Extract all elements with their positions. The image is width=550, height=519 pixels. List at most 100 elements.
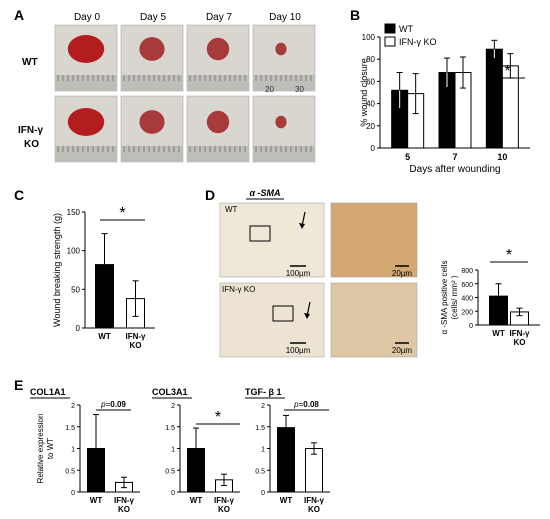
y-tick-label: 0 xyxy=(71,490,75,497)
inset-box-ko xyxy=(272,305,294,322)
panel-d: D α -SMA WT IFN-γ KO 100µm 100µm 20µm 20… xyxy=(205,187,418,358)
legend-label: WT xyxy=(399,24,413,34)
y-tick-label: 400 xyxy=(461,296,473,303)
y-tick-label: 1.5 xyxy=(165,425,175,432)
bar xyxy=(95,264,114,329)
y-tick-label: 0 xyxy=(261,490,265,497)
histology-photo-ko xyxy=(219,282,325,358)
y-tick-label: 0.5 xyxy=(255,468,265,475)
wound-area xyxy=(206,110,230,134)
bar xyxy=(277,427,295,493)
panel-a: A Day 0 Day 5 Day 7 Day 10 WT IFN-γ KO 2… xyxy=(14,7,316,163)
row-label-wt: WT xyxy=(22,57,38,68)
y-axis-label: % wound closure xyxy=(359,58,369,127)
y-tick-label: 600 xyxy=(461,282,473,289)
significance-star: * xyxy=(215,409,221,426)
chart-title: COL3A1 xyxy=(152,387,188,397)
y-tick-label: 1.5 xyxy=(65,425,75,432)
panel-label-d: D xyxy=(205,187,215,203)
x-tick-label: 10 xyxy=(497,152,507,162)
ruler-strip xyxy=(55,75,117,91)
inset-box-wt xyxy=(249,225,271,242)
y-tick-label: 50 xyxy=(71,285,80,294)
y-tick-label: 100 xyxy=(67,247,81,256)
chart-col3a1: 0 0.5 1 1.5 2 WT IFN-γKO COL3A1 * xyxy=(152,387,240,514)
ruler-label-20: 20 xyxy=(265,85,274,94)
x-tick-label: KO xyxy=(308,505,320,514)
wound-area xyxy=(206,37,230,61)
y-axis-label: (cells/ mm² ) xyxy=(450,275,459,319)
p-value: p=0.08 xyxy=(293,400,319,409)
y-tick-label: 20 xyxy=(366,122,375,131)
scale-text-2: 100µm xyxy=(286,346,311,355)
wound-area xyxy=(67,108,105,136)
wound-photo-grid xyxy=(54,24,316,163)
scale-text-1: 100µm xyxy=(286,269,311,278)
tag-ko: IFN-γ KO xyxy=(222,285,255,294)
x-tick-label: KO xyxy=(118,505,130,514)
ruler-strip xyxy=(121,146,183,162)
x-tick-label: IFN-γ xyxy=(114,496,135,505)
y-axis-label: to WT xyxy=(46,438,55,459)
tag-wt: WT xyxy=(225,205,238,214)
ruler-label-30: 30 xyxy=(295,85,304,94)
y-tick-label: 800 xyxy=(461,268,473,275)
arrow-head-wt xyxy=(299,223,305,229)
p-number: 0.09 xyxy=(110,400,126,409)
bar xyxy=(489,295,508,326)
ruler-strip xyxy=(253,75,315,91)
y-tick-label: 1 xyxy=(171,447,175,454)
x-tick-label: KO xyxy=(218,505,230,514)
day-header-5: Day 5 xyxy=(140,12,167,23)
panel-label-c: C xyxy=(14,187,24,203)
x-tick-label: IFN-γ xyxy=(214,496,235,505)
arrow-head-ko xyxy=(304,313,310,319)
histology-zoom-ko xyxy=(330,282,418,358)
y-tick-label: 0 xyxy=(171,490,175,497)
y-tick-label: 0.5 xyxy=(65,468,75,475)
y-tick-label: 1 xyxy=(71,447,75,454)
y-axis-label: Wound breaking strength (g) xyxy=(52,213,62,327)
stain-label: α -SMA xyxy=(249,188,280,198)
day-header-0: Day 0 xyxy=(74,12,101,23)
y-axis-label: α -SMA positive cells xyxy=(440,261,449,335)
x-axis-label: Days after wounding xyxy=(409,164,500,175)
legend-swatch xyxy=(384,23,396,34)
wound-area xyxy=(275,42,287,56)
p-prefix: p= xyxy=(293,400,303,409)
y-tick-label: 0 xyxy=(469,323,473,330)
legend-label: IFN-γ KO xyxy=(399,37,437,47)
panel-label-b: B xyxy=(350,7,360,23)
row-label-ko: KO xyxy=(24,139,39,150)
day-header-10: Day 10 xyxy=(269,12,301,23)
histology-photo-wt xyxy=(219,202,325,278)
p-value: p=0.09 xyxy=(100,400,126,409)
y-tick-label: 0.5 xyxy=(165,468,175,475)
histology-zoom-wt xyxy=(330,202,418,278)
significance-star: * xyxy=(119,205,125,222)
wound-area xyxy=(139,110,165,134)
chart-tgfb1: 0 0.5 1 1.5 2 WT IFN-γKO TGF- β 1 p=0.08 xyxy=(245,387,330,514)
chart-sma-cells: 0 200 400 600 800 WT IFN-γKO α -SMA positive ce… xyxy=(440,247,540,347)
bar xyxy=(187,448,205,493)
y-axis-label: Relative expression xyxy=(36,414,45,484)
ruler-strip xyxy=(253,146,315,162)
chart-title: TGF- β 1 xyxy=(245,387,282,397)
chart-wound-closure: 0 20 40 60 80 100 5 7 10 % wound closure Days afte… xyxy=(359,23,530,175)
chart-breaking-strength: 0 50 100 150 WT IFN-γKO Wound breaking strengt… xyxy=(52,205,155,350)
ruler-strip xyxy=(187,75,249,91)
x-tick-label: WT xyxy=(492,329,505,338)
y-tick-label: 0 xyxy=(76,324,81,333)
significance-star: * xyxy=(504,63,510,80)
ruler-strip xyxy=(187,146,249,162)
x-tick-label: KO xyxy=(130,341,142,350)
day-header-7: Day 7 xyxy=(206,12,233,23)
bar xyxy=(485,48,503,149)
bar xyxy=(305,448,323,493)
x-tick-label: WT xyxy=(190,496,203,505)
x-tick-label: WT xyxy=(98,332,111,341)
x-tick-label: 5 xyxy=(405,152,410,162)
x-tick-label: IFN-γ xyxy=(126,332,147,341)
x-tick-label: IFN-γ xyxy=(510,329,531,338)
